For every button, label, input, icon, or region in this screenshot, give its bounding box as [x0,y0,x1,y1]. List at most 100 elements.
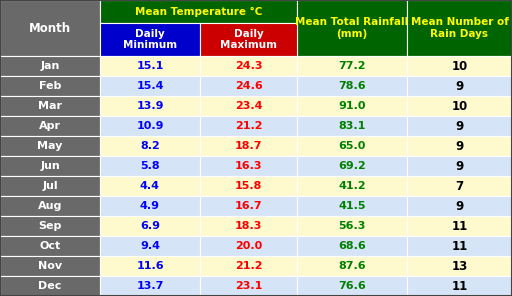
Text: Mean Temperature °C: Mean Temperature °C [135,7,262,17]
Text: 13.9: 13.9 [136,101,164,111]
Bar [407,256,512,276]
Text: 9: 9 [455,160,464,173]
Text: 10.9: 10.9 [136,121,164,131]
Bar [0,216,100,236]
Bar [297,156,407,176]
Text: Nov: Nov [38,261,62,271]
Text: 21.2: 21.2 [234,261,262,271]
Bar [100,256,200,276]
Bar [200,276,297,296]
Bar [297,56,407,76]
Text: 6.9: 6.9 [140,221,160,231]
Bar [200,256,297,276]
Bar [200,96,297,116]
Bar [100,136,200,156]
Bar [200,23,297,56]
Bar [0,236,100,256]
Bar [200,176,297,196]
Bar [0,56,100,76]
Bar [297,0,407,56]
Text: 9: 9 [455,80,464,92]
Bar [407,156,512,176]
Text: 9: 9 [455,139,464,152]
Text: 65.0: 65.0 [338,141,366,151]
Text: 68.6: 68.6 [338,241,366,251]
Bar [407,136,512,156]
Bar [200,76,297,96]
Bar [100,56,200,76]
Bar [100,23,200,56]
Text: 91.0: 91.0 [338,101,366,111]
Bar [297,196,407,216]
Text: 41.2: 41.2 [338,181,366,191]
Text: Daily
Minimum: Daily Minimum [123,29,177,50]
Text: 83.1: 83.1 [338,121,366,131]
Bar [297,176,407,196]
Bar [407,176,512,196]
Bar [407,116,512,136]
Text: Mean Number of
Rain Days: Mean Number of Rain Days [411,17,508,39]
Text: Mar: Mar [38,101,62,111]
Bar [100,236,200,256]
Text: 24.6: 24.6 [234,81,262,91]
Bar [0,196,100,216]
Bar [297,216,407,236]
Bar [200,216,297,236]
Text: 15.8: 15.8 [235,181,262,191]
Bar [0,176,100,196]
Text: Jan: Jan [40,61,60,71]
Bar [407,276,512,296]
Bar [0,0,100,56]
Text: 4.9: 4.9 [140,201,160,211]
Text: Sep: Sep [38,221,61,231]
Text: 18.3: 18.3 [235,221,262,231]
Text: 76.6: 76.6 [338,281,366,291]
Bar [100,156,200,176]
Bar [407,56,512,76]
Text: 9: 9 [455,120,464,133]
Bar [0,76,100,96]
Text: 21.2: 21.2 [234,121,262,131]
Text: 15.1: 15.1 [136,61,164,71]
Bar [0,156,100,176]
Bar [297,116,407,136]
Text: 23.1: 23.1 [235,281,262,291]
Bar [297,76,407,96]
Bar [200,156,297,176]
Text: 11: 11 [452,220,467,232]
Text: 13.7: 13.7 [136,281,164,291]
Bar [100,216,200,236]
Text: 11.6: 11.6 [136,261,164,271]
Bar [200,196,297,216]
Text: Daily
Maximum: Daily Maximum [220,29,277,50]
Text: 69.2: 69.2 [338,161,366,171]
Text: 56.3: 56.3 [338,221,366,231]
Bar [100,176,200,196]
Text: 78.6: 78.6 [338,81,366,91]
Bar [297,136,407,156]
Bar [407,0,512,56]
Bar [100,76,200,96]
Bar [100,116,200,136]
Bar [200,236,297,256]
Text: 18.7: 18.7 [234,141,262,151]
Text: 23.4: 23.4 [234,101,262,111]
Text: 41.5: 41.5 [338,201,366,211]
Text: 5.8: 5.8 [140,161,160,171]
Bar [297,256,407,276]
Text: 16.7: 16.7 [234,201,262,211]
Text: 7: 7 [456,179,463,192]
Text: 8.2: 8.2 [140,141,160,151]
Text: 11: 11 [452,279,467,292]
Bar [297,96,407,116]
Text: 11: 11 [452,239,467,252]
Text: 15.4: 15.4 [136,81,164,91]
Bar [407,196,512,216]
Text: Dec: Dec [38,281,61,291]
Text: 9.4: 9.4 [140,241,160,251]
Text: Jul: Jul [42,181,58,191]
Bar [0,116,100,136]
Text: May: May [37,141,62,151]
Bar [100,0,297,23]
Text: 16.3: 16.3 [234,161,262,171]
